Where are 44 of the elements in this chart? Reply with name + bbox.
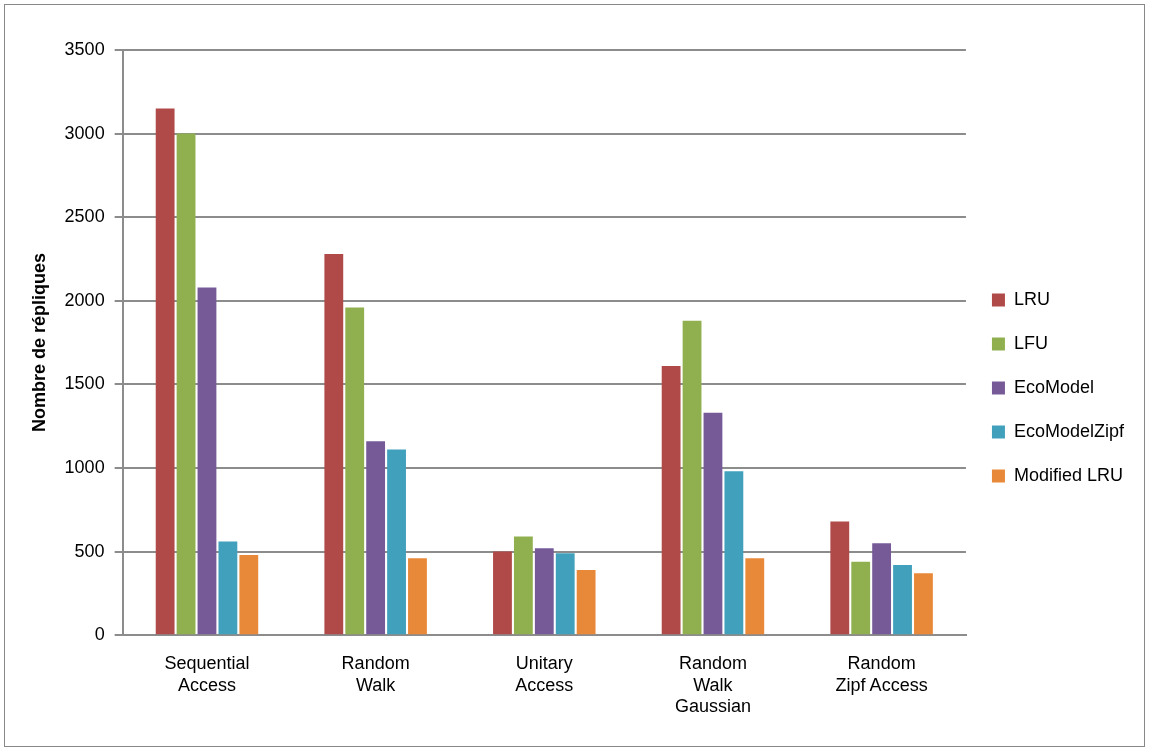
legend-label: EcoModel	[1013, 376, 1094, 397]
legend-label: LFU	[1013, 332, 1048, 353]
y-tick-label: 500	[74, 540, 105, 561]
bar	[745, 558, 765, 635]
bar	[324, 253, 344, 635]
bar	[576, 569, 596, 635]
bar	[197, 287, 217, 635]
bar	[555, 553, 575, 635]
y-axis-title: Nombre de répliques	[28, 253, 49, 433]
bar	[493, 551, 512, 635]
bar	[218, 541, 238, 635]
legend-label: Modified LRU	[1013, 464, 1123, 485]
bar	[661, 366, 681, 635]
bar	[239, 554, 259, 635]
bar	[851, 561, 871, 635]
bar	[872, 543, 892, 635]
y-tick-label: 3000	[64, 122, 105, 143]
bar	[703, 412, 723, 635]
x-tick-label: Random Zipf Access	[835, 652, 928, 695]
legend-label: LRU	[1013, 288, 1050, 309]
bar	[682, 320, 702, 635]
y-tick-label: 0	[94, 624, 105, 645]
bar	[345, 307, 365, 635]
x-tick-label: Sequential Access	[164, 652, 250, 695]
y-tick-label: 2000	[64, 289, 105, 310]
bar	[513, 536, 533, 635]
bar	[830, 521, 850, 635]
y-tick-label: 2500	[64, 206, 105, 227]
y-tick-label: 1000	[64, 456, 105, 477]
bar	[176, 133, 196, 635]
y-tick-label: 3500	[64, 38, 105, 59]
bar	[408, 558, 427, 635]
x-tick-label: Unitary Access	[515, 652, 574, 695]
bar	[387, 449, 406, 635]
x-tick-label: Random Walk Gaussian	[674, 652, 751, 717]
bar	[534, 548, 554, 635]
bar	[155, 108, 175, 635]
bar	[914, 573, 933, 635]
x-tick-label: Random Walk	[341, 652, 410, 695]
bar	[724, 471, 744, 635]
y-tick-label: 1500	[64, 373, 105, 394]
bar	[366, 441, 386, 635]
bar	[893, 564, 912, 635]
legend-label: EcoModelZipf	[1013, 420, 1125, 441]
